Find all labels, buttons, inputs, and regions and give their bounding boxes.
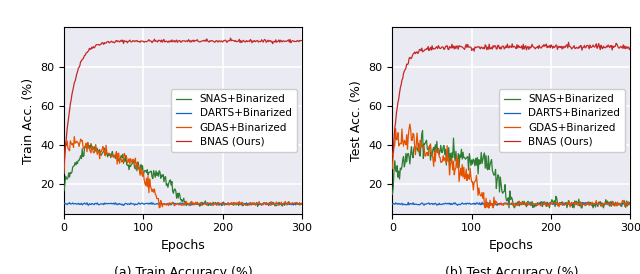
BNAS (Ours) <box>156 39 164 42</box>
GDAS+Binarized <box>298 203 306 206</box>
DARTS+Binarized <box>248 202 256 205</box>
SNAS+Binarized <box>223 203 231 206</box>
SNAS+Binarized <box>248 203 256 206</box>
DARTS+Binarized <box>388 202 396 206</box>
SNAS+Binarized <box>591 203 598 206</box>
BNAS (Ours) <box>564 41 572 44</box>
BNAS (Ours) <box>248 41 256 44</box>
Line: DARTS+Binarized: DARTS+Binarized <box>392 202 630 206</box>
Y-axis label: Test Acc. (%): Test Acc. (%) <box>350 80 363 161</box>
BNAS (Ours) <box>164 41 172 44</box>
BNAS (Ours) <box>484 47 492 51</box>
GDAS+Binarized <box>486 199 494 202</box>
GDAS+Binarized <box>627 203 634 207</box>
SNAS+Binarized <box>388 193 396 196</box>
BNAS (Ours) <box>298 39 306 42</box>
DARTS+Binarized <box>298 202 306 206</box>
Text: (a) Train Accuracy (%): (a) Train Accuracy (%) <box>114 266 252 274</box>
GDAS+Binarized <box>60 172 68 175</box>
Line: BNAS (Ours): BNAS (Ours) <box>392 42 630 155</box>
Text: (b) Test Accuracy (%): (b) Test Accuracy (%) <box>445 266 578 274</box>
SNAS+Binarized <box>493 178 501 181</box>
DARTS+Binarized <box>553 202 561 206</box>
GDAS+Binarized <box>282 203 290 206</box>
DARTS+Binarized <box>591 202 598 205</box>
BNAS (Ours) <box>627 45 634 48</box>
SNAS+Binarized <box>60 189 68 192</box>
GDAS+Binarized <box>611 204 618 207</box>
SNAS+Binarized <box>611 204 618 207</box>
DARTS+Binarized <box>282 202 290 205</box>
GDAS+Binarized <box>157 202 165 206</box>
SNAS+Binarized <box>253 205 261 208</box>
GDAS+Binarized <box>156 206 163 209</box>
BNAS (Ours) <box>551 45 559 48</box>
GDAS+Binarized <box>577 201 585 204</box>
DARTS+Binarized <box>60 202 68 206</box>
Line: SNAS+Binarized: SNAS+Binarized <box>392 131 630 208</box>
GDAS+Binarized <box>166 201 173 205</box>
BNAS (Ours) <box>610 46 618 49</box>
DARTS+Binarized <box>223 203 231 206</box>
BNAS (Ours) <box>60 163 68 166</box>
SNAS+Binarized <box>553 196 561 199</box>
Legend: SNAS+Binarized, DARTS+Binarized, GDAS+Binarized, BNAS (Ours): SNAS+Binarized, DARTS+Binarized, GDAS+Bi… <box>499 89 625 152</box>
Line: SNAS+Binarized: SNAS+Binarized <box>64 144 302 206</box>
BNAS (Ours) <box>223 41 230 44</box>
GDAS+Binarized <box>225 201 232 204</box>
GDAS+Binarized <box>591 203 598 206</box>
DARTS+Binarized <box>611 202 618 206</box>
X-axis label: Epochs: Epochs <box>161 239 205 252</box>
Legend: SNAS+Binarized, DARTS+Binarized, GDAS+Binarized, BNAS (Ours): SNAS+Binarized, DARTS+Binarized, GDAS+Bi… <box>170 89 297 152</box>
SNAS+Binarized <box>419 129 426 132</box>
GDAS+Binarized <box>494 202 502 206</box>
SNAS+Binarized <box>87 142 95 145</box>
GDAS+Binarized <box>70 135 78 138</box>
GDAS+Binarized <box>481 206 489 210</box>
Line: GDAS+Binarized: GDAS+Binarized <box>64 137 302 208</box>
GDAS+Binarized <box>262 203 270 206</box>
SNAS+Binarized <box>262 203 270 206</box>
DARTS+Binarized <box>262 203 269 206</box>
DARTS+Binarized <box>627 203 634 206</box>
SNAS+Binarized <box>157 177 164 180</box>
Line: DARTS+Binarized: DARTS+Binarized <box>64 202 302 206</box>
Y-axis label: Train Acc. (%): Train Acc. (%) <box>22 78 35 164</box>
DARTS+Binarized <box>494 202 502 205</box>
DARTS+Binarized <box>269 201 276 204</box>
BNAS (Ours) <box>227 36 234 40</box>
DARTS+Binarized <box>485 201 493 204</box>
GDAS+Binarized <box>553 201 561 204</box>
SNAS+Binarized <box>485 168 493 171</box>
DARTS+Binarized <box>577 202 585 205</box>
BNAS (Ours) <box>590 45 598 48</box>
Line: GDAS+Binarized: GDAS+Binarized <box>392 124 630 208</box>
DARTS+Binarized <box>156 201 164 204</box>
GDAS+Binarized <box>249 202 257 206</box>
SNAS+Binarized <box>505 206 513 210</box>
SNAS+Binarized <box>577 206 585 210</box>
DARTS+Binarized <box>218 204 226 207</box>
SNAS+Binarized <box>282 202 290 205</box>
DARTS+Binarized <box>493 204 501 207</box>
X-axis label: Epochs: Epochs <box>489 239 534 252</box>
BNAS (Ours) <box>577 44 584 47</box>
BNAS (Ours) <box>282 39 289 43</box>
SNAS+Binarized <box>165 181 173 185</box>
BNAS (Ours) <box>493 47 500 51</box>
BNAS (Ours) <box>388 153 396 156</box>
Line: BNAS (Ours): BNAS (Ours) <box>64 38 302 165</box>
SNAS+Binarized <box>298 202 306 205</box>
SNAS+Binarized <box>627 203 634 206</box>
DARTS+Binarized <box>404 201 412 204</box>
BNAS (Ours) <box>262 39 269 42</box>
GDAS+Binarized <box>406 122 413 126</box>
DARTS+Binarized <box>164 202 172 205</box>
GDAS+Binarized <box>388 167 396 170</box>
